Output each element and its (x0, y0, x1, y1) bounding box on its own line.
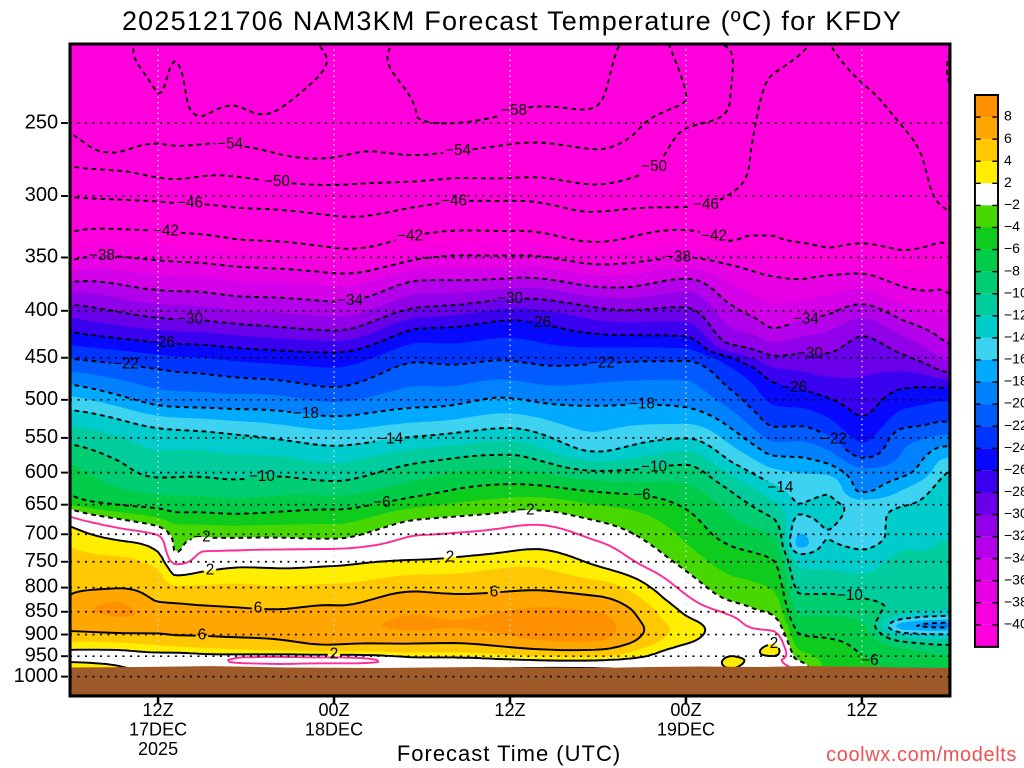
svg-text:−26: −26 (149, 334, 175, 351)
svg-text:18DEC: 18DEC (305, 720, 363, 740)
svg-text:−8: −8 (1004, 262, 1020, 278)
svg-text:−30: −30 (177, 311, 203, 328)
svg-text:−2: −2 (1004, 196, 1020, 212)
svg-text:6: 6 (1004, 130, 1012, 146)
svg-text:−28: −28 (1004, 483, 1024, 499)
svg-text:800: 800 (25, 576, 58, 598)
svg-text:400: 400 (25, 299, 58, 321)
svg-text:−22: −22 (589, 354, 615, 371)
svg-text:700: 700 (25, 522, 58, 544)
svg-text:450: 450 (25, 346, 58, 368)
svg-text:−6: −6 (633, 486, 650, 503)
svg-text:−18: −18 (629, 396, 655, 413)
svg-text:−38: −38 (1004, 593, 1024, 609)
svg-text:−34: −34 (337, 292, 363, 309)
svg-text:900: 900 (25, 623, 58, 645)
svg-text:2: 2 (206, 562, 214, 579)
svg-text:−46: −46 (441, 193, 467, 210)
svg-text:−2: −2 (193, 528, 210, 545)
svg-text:−38: −38 (89, 247, 115, 264)
svg-text:600: 600 (25, 461, 58, 483)
svg-text:−14: −14 (1004, 329, 1024, 345)
svg-text:−26: −26 (1004, 461, 1024, 477)
svg-text:−22: −22 (1004, 417, 1024, 433)
svg-text:−46: −46 (177, 195, 203, 212)
svg-text:−50: −50 (641, 158, 667, 175)
svg-text:−14: −14 (377, 430, 403, 447)
svg-text:−54: −54 (445, 142, 471, 159)
svg-text:−42: −42 (701, 228, 727, 245)
svg-text:2: 2 (330, 646, 338, 663)
svg-text:−10: −10 (249, 468, 275, 485)
svg-text:−30: −30 (797, 345, 823, 362)
svg-text:550: 550 (25, 426, 58, 448)
svg-text:−6: −6 (1004, 240, 1020, 256)
svg-text:350: 350 (25, 246, 58, 268)
svg-text:−10: −10 (837, 587, 863, 604)
svg-text:500: 500 (25, 388, 58, 410)
svg-text:−36: −36 (1004, 571, 1024, 587)
svg-text:12Z: 12Z (143, 700, 174, 720)
svg-text:8: 8 (1004, 108, 1012, 124)
svg-text:−40: −40 (1004, 615, 1024, 631)
svg-text:6: 6 (198, 627, 206, 644)
svg-text:−10: −10 (641, 458, 667, 475)
svg-text:−10: −10 (1004, 284, 1024, 300)
svg-text:−4: −4 (1004, 218, 1020, 234)
svg-text:300: 300 (25, 184, 58, 206)
svg-text:−32: −32 (1004, 527, 1024, 543)
svg-text:19DEC: 19DEC (657, 720, 715, 740)
svg-text:−24: −24 (1004, 439, 1024, 455)
svg-text:−26: −26 (781, 379, 807, 396)
svg-text:−26: −26 (525, 314, 551, 331)
svg-text:−6: −6 (861, 652, 878, 669)
svg-text:950: 950 (25, 644, 58, 666)
svg-text:−30: −30 (497, 290, 523, 307)
svg-text:2: 2 (770, 635, 779, 652)
svg-text:−34: −34 (1004, 549, 1024, 565)
svg-text:17DEC: 17DEC (129, 720, 187, 740)
svg-text:−50: −50 (264, 173, 290, 190)
svg-text:−54: −54 (217, 136, 243, 153)
svg-text:4: 4 (1004, 152, 1012, 168)
svg-text:750: 750 (25, 550, 58, 572)
svg-text:−20: −20 (1004, 395, 1024, 411)
svg-text:−30: −30 (1004, 505, 1024, 521)
svg-text:−14: −14 (767, 479, 793, 496)
svg-text:6: 6 (490, 583, 499, 600)
svg-text:−22: −22 (821, 431, 847, 448)
svg-text:−46: −46 (693, 196, 719, 213)
svg-text:12Z: 12Z (494, 700, 525, 720)
svg-text:−34: −34 (793, 311, 819, 328)
svg-text:650: 650 (25, 493, 58, 515)
svg-text:2: 2 (446, 549, 455, 566)
svg-text:−16: −16 (1004, 351, 1024, 367)
svg-text:−18: −18 (1004, 373, 1024, 389)
svg-text:−42: −42 (153, 222, 179, 239)
svg-text:−12: −12 (1004, 306, 1024, 322)
svg-text:−58: −58 (501, 102, 527, 119)
svg-text:250: 250 (25, 111, 58, 133)
svg-text:00Z: 00Z (670, 700, 701, 720)
svg-text:2025: 2025 (138, 739, 178, 759)
svg-text:−2: −2 (517, 501, 534, 518)
svg-text:−6: −6 (373, 494, 390, 511)
svg-text:12Z: 12Z (846, 700, 877, 720)
svg-text:6: 6 (254, 600, 262, 617)
svg-text:−42: −42 (397, 227, 423, 244)
svg-text:850: 850 (25, 600, 58, 622)
svg-text:−18: −18 (293, 405, 319, 422)
svg-text:00Z: 00Z (318, 700, 349, 720)
svg-text:2: 2 (1004, 174, 1012, 190)
svg-text:1000: 1000 (14, 665, 58, 687)
svg-text:−22: −22 (113, 356, 139, 373)
